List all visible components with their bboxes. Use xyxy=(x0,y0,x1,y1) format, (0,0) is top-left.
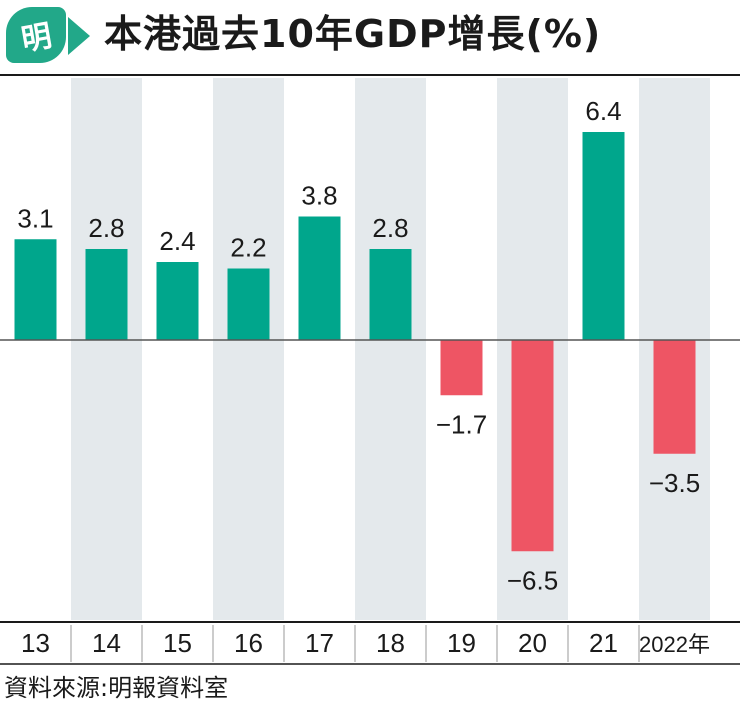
tick-label-21: 21 xyxy=(589,628,618,658)
tick-label-16: 16 xyxy=(234,628,263,658)
bar-14 xyxy=(85,249,128,340)
value-label-16: 2.2 xyxy=(230,233,266,263)
tick-label-18: 18 xyxy=(376,628,405,658)
value-label-21: 6.4 xyxy=(585,96,621,126)
tick-label-15: 15 xyxy=(163,628,192,658)
bar-21 xyxy=(582,132,625,340)
header-divider xyxy=(0,74,740,76)
bar-16 xyxy=(227,268,270,340)
tick-label-20: 20 xyxy=(518,628,547,658)
value-label-2022年: −3.5 xyxy=(649,468,700,498)
bars xyxy=(0,132,740,552)
value-label-19: −1.7 xyxy=(436,409,487,439)
tick-label-19: 19 xyxy=(447,628,476,658)
chart-title: 本港過去10年GDP增長(%) xyxy=(104,12,602,56)
value-label-15: 2.4 xyxy=(159,226,195,256)
ming-pao-logo: 明 xyxy=(6,7,66,63)
chart-header: 明 本港過去10年GDP增長(%) xyxy=(0,0,740,76)
column-background xyxy=(71,78,142,620)
value-label-18: 2.8 xyxy=(372,213,408,243)
tick-label-13: 13 xyxy=(21,628,50,658)
value-label-13: 3.1 xyxy=(17,203,53,233)
title-arrow-icon xyxy=(68,17,90,55)
tick-label-17: 17 xyxy=(305,628,334,658)
source-note: 資料來源:明報資料室 xyxy=(4,674,229,702)
value-label-14: 2.8 xyxy=(88,213,124,243)
value-label-17: 3.8 xyxy=(301,181,337,211)
column-background xyxy=(213,78,284,620)
bar-2022年 xyxy=(653,340,696,454)
value-labels: 3.1 2.8 2.4 2.2 3.8 2.8 −1.7 −6.5 6.4 −3.5 xyxy=(17,96,700,595)
tick-label-2022年: 2022年 xyxy=(639,632,710,657)
bar-15 xyxy=(156,262,199,340)
bar-17 xyxy=(298,216,341,340)
x-axis-ticks: 13 14 15 16 17 18 19 20 21 2022年 xyxy=(0,621,740,665)
bar-18 xyxy=(369,249,412,340)
bar-13 xyxy=(14,239,57,340)
column-background xyxy=(355,78,426,620)
bar-19 xyxy=(440,340,483,396)
bar-20 xyxy=(511,340,554,552)
tick-label-14: 14 xyxy=(92,628,121,658)
column-backgrounds xyxy=(71,78,710,620)
value-label-20: −6.5 xyxy=(507,565,558,595)
